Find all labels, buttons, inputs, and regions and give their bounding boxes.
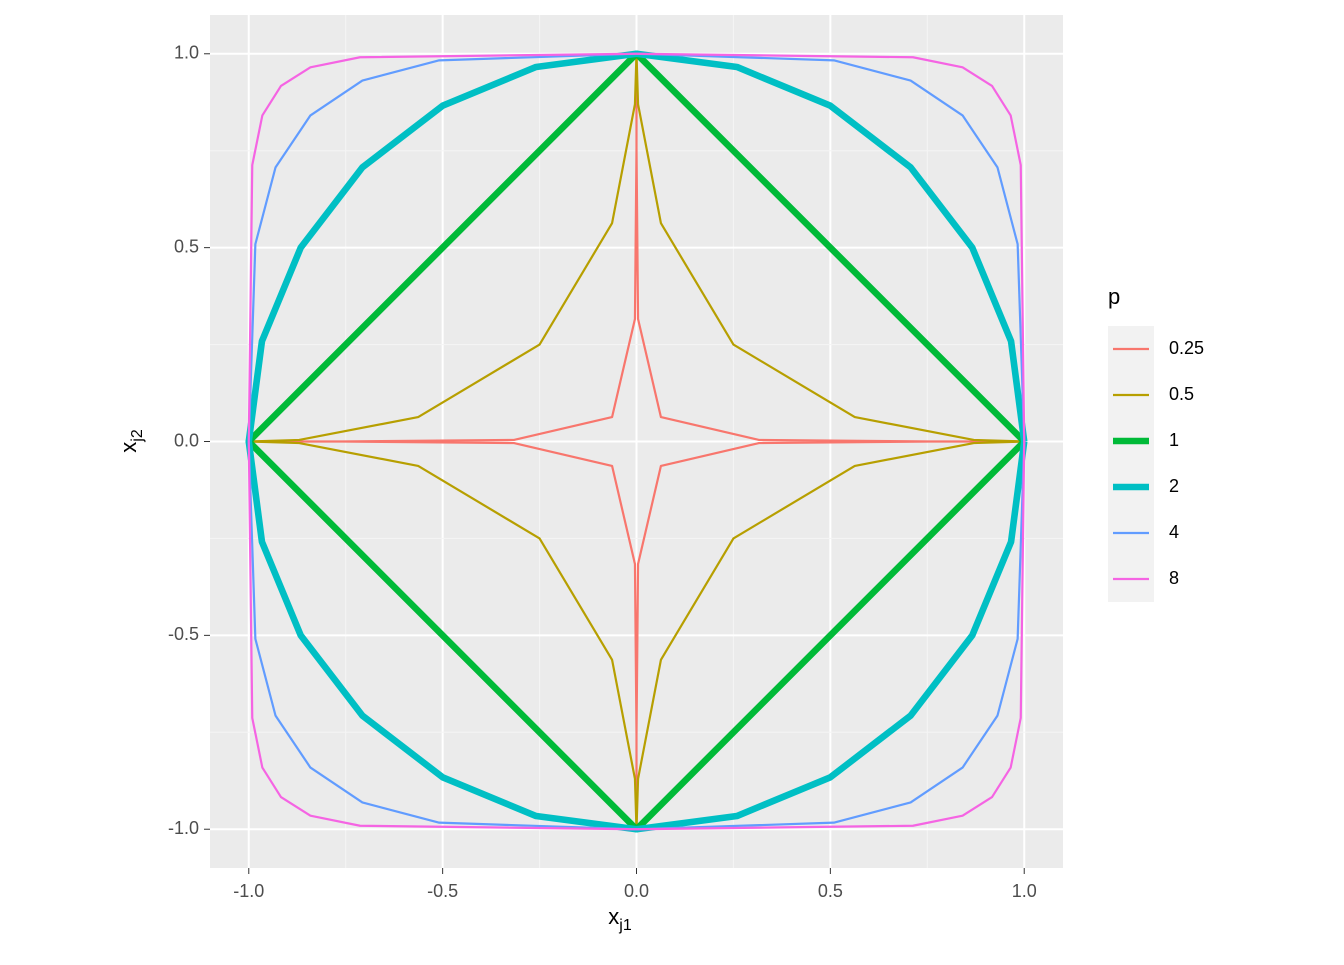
y-tick-label: 0.5 (174, 236, 199, 256)
legend-label: 0.25 (1169, 338, 1204, 358)
x-axis-title: xj1 (608, 904, 632, 934)
y-axis-title-sub: j2 (129, 429, 146, 443)
legend-label: 4 (1169, 522, 1179, 542)
series-line (247, 52, 1026, 831)
legend-label: 1 (1169, 430, 1179, 450)
x-axis-title-main: x (608, 904, 619, 929)
y-tick-label: 0.0 (174, 430, 199, 450)
y-tick-label: -1.0 (168, 818, 199, 838)
y-tick-label: -0.5 (168, 624, 199, 644)
legend-label: 2 (1169, 476, 1179, 496)
y-axis-title-main: x (116, 442, 141, 453)
legend-title: p (1108, 284, 1120, 309)
legend-label: 8 (1169, 568, 1179, 588)
y-axis-title: xj2 (116, 429, 146, 453)
x-axis-title-sub: j1 (618, 917, 632, 934)
legend: p 0.25 0.5 1 2 4 8 (1108, 284, 1204, 602)
legend-key-background (1108, 326, 1154, 602)
x-tick-label: -0.5 (427, 881, 458, 901)
axes: -1.0 -0.5 0.0 0.5 1.0 -1.0 -0.5 0.0 0.5 1.0 (168, 43, 1037, 901)
legend-label: 0.5 (1169, 384, 1194, 404)
plot-lines (245, 50, 1028, 833)
y-tick-label: 1.0 (174, 43, 199, 63)
x-tick-label: -1.0 (233, 881, 264, 901)
x-tick-label: 0.5 (818, 881, 843, 901)
x-tick-label: 0.0 (624, 881, 649, 901)
x-tick-label: 1.0 (1012, 881, 1037, 901)
